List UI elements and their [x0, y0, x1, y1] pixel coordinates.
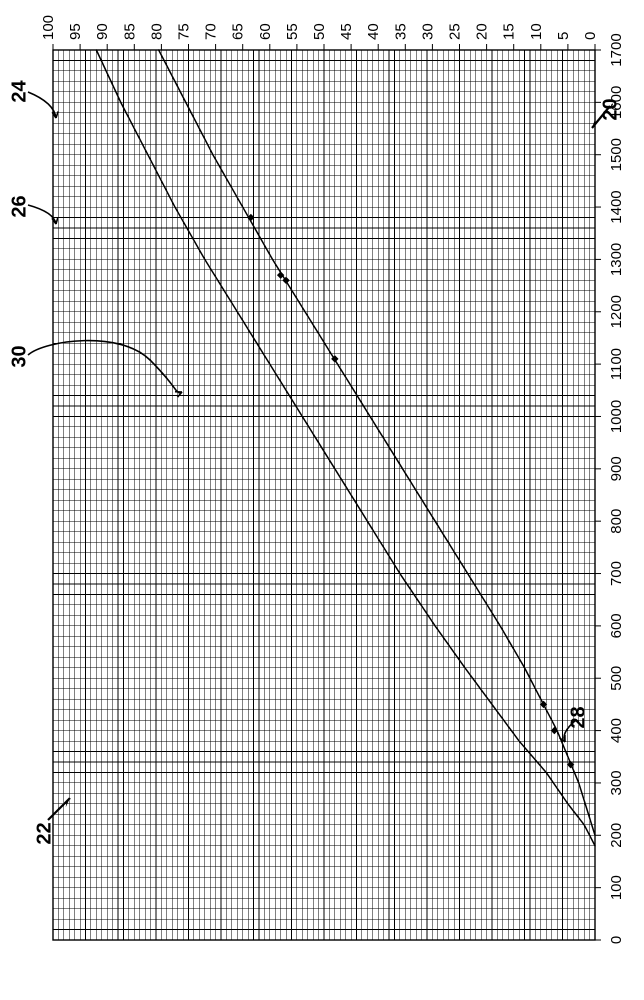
- svg-text:75: 75: [176, 23, 193, 40]
- callout-26: 26: [9, 195, 32, 217]
- callout-24: 24: [9, 80, 32, 102]
- svg-text:1200: 1200: [608, 295, 625, 328]
- callout-30: 30: [9, 345, 32, 367]
- svg-text:95: 95: [67, 23, 84, 40]
- svg-text:80: 80: [148, 23, 165, 40]
- svg-text:65: 65: [230, 23, 247, 40]
- svg-text:0: 0: [582, 32, 599, 40]
- svg-text:35: 35: [392, 23, 409, 40]
- svg-text:1700: 1700: [608, 33, 625, 66]
- svg-text:90: 90: [94, 23, 111, 40]
- svg-text:900: 900: [608, 456, 625, 481]
- svg-text:100: 100: [40, 15, 57, 40]
- svg-text:100: 100: [608, 875, 625, 900]
- svg-text:1500: 1500: [608, 138, 625, 171]
- svg-text:1000: 1000: [608, 400, 625, 433]
- svg-text:60: 60: [257, 23, 274, 40]
- svg-text:55: 55: [284, 23, 301, 40]
- svg-text:300: 300: [608, 770, 625, 795]
- chart-canvas: 0 5 10 15 20 25 30 35 40 45 50 55 60 65 70 75 80 85 90 95 10…: [0, 0, 644, 1000]
- figure-root: 0 5 10 15 20 25 30 35 40 45 50 55 60 65 70 75 80 85 90 95 10…: [0, 0, 644, 1000]
- callout-20: 20: [600, 98, 623, 120]
- svg-text:5: 5: [555, 32, 572, 40]
- svg-text:700: 700: [608, 561, 625, 586]
- svg-text:20: 20: [474, 23, 491, 40]
- svg-text:500: 500: [608, 666, 625, 691]
- svg-text:45: 45: [338, 23, 355, 40]
- svg-text:30: 30: [419, 23, 436, 40]
- svg-text:200: 200: [608, 823, 625, 848]
- svg-text:1100: 1100: [608, 348, 625, 380]
- svg-text:0: 0: [608, 936, 625, 944]
- svg-text:400: 400: [608, 718, 625, 743]
- svg-text:1400: 1400: [608, 190, 625, 223]
- svg-text:70: 70: [203, 23, 220, 40]
- svg-text:25: 25: [447, 23, 464, 40]
- callout-28: 28: [568, 706, 591, 728]
- svg-text:40: 40: [365, 23, 382, 40]
- svg-text:50: 50: [311, 23, 328, 40]
- svg-text:1300: 1300: [608, 243, 625, 276]
- callout-22: 22: [34, 822, 57, 844]
- svg-text:600: 600: [608, 613, 625, 638]
- svg-text:10: 10: [528, 23, 545, 40]
- svg-text:800: 800: [608, 509, 625, 534]
- svg-text:15: 15: [501, 23, 518, 40]
- svg-text:85: 85: [121, 23, 138, 40]
